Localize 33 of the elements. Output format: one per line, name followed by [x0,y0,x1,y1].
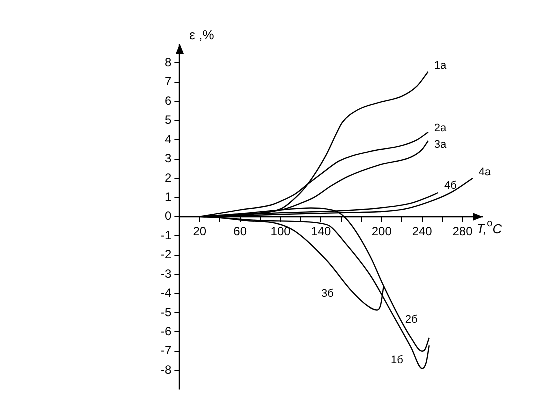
y-tick-label: -4 [161,286,172,300]
y-tick-label: -7 [161,344,172,358]
y-tick-label: -8 [161,362,172,377]
y-tick-label: 1 [164,190,172,204]
y-axis-title: ε ,% [190,28,215,43]
x-tick-label: 20 [193,224,207,238]
x-tick-label: 280 [452,224,474,238]
y-tick-label: -3 [161,266,172,281]
series-label: 2б [405,314,418,326]
series-label: 4б [444,180,457,192]
series-label: 1б [390,354,404,367]
y-tick-label: -5 [161,305,172,320]
y-tick-label: -6 [161,324,172,338]
y-tick-label: 8 [164,56,172,70]
series-label: 2а [434,122,448,134]
y-tick-label: 2 [164,170,172,185]
x-tick-label: 140 [311,224,332,238]
series-label: 1а [434,60,448,72]
series-label: 3б [321,288,334,300]
y-tick-label: 0 [164,209,172,224]
y-tick-label: 5 [164,113,172,128]
series-label: 4а [478,166,492,179]
y-tick-label: -1 [161,228,172,242]
x-tick-label: 100 [270,224,292,238]
y-tick-label: 4 [164,132,172,146]
x-tick-label: 60 [234,224,248,238]
x-tick-label: 200 [372,224,392,238]
x-tick-label: 240 [412,224,433,238]
y-tick-label: -2 [161,248,172,262]
series-label: 3а [434,139,448,152]
y-tick-label: 7 [164,74,172,89]
y-tick-label: 6 [164,94,172,108]
y-tick-label: 3 [164,152,172,166]
